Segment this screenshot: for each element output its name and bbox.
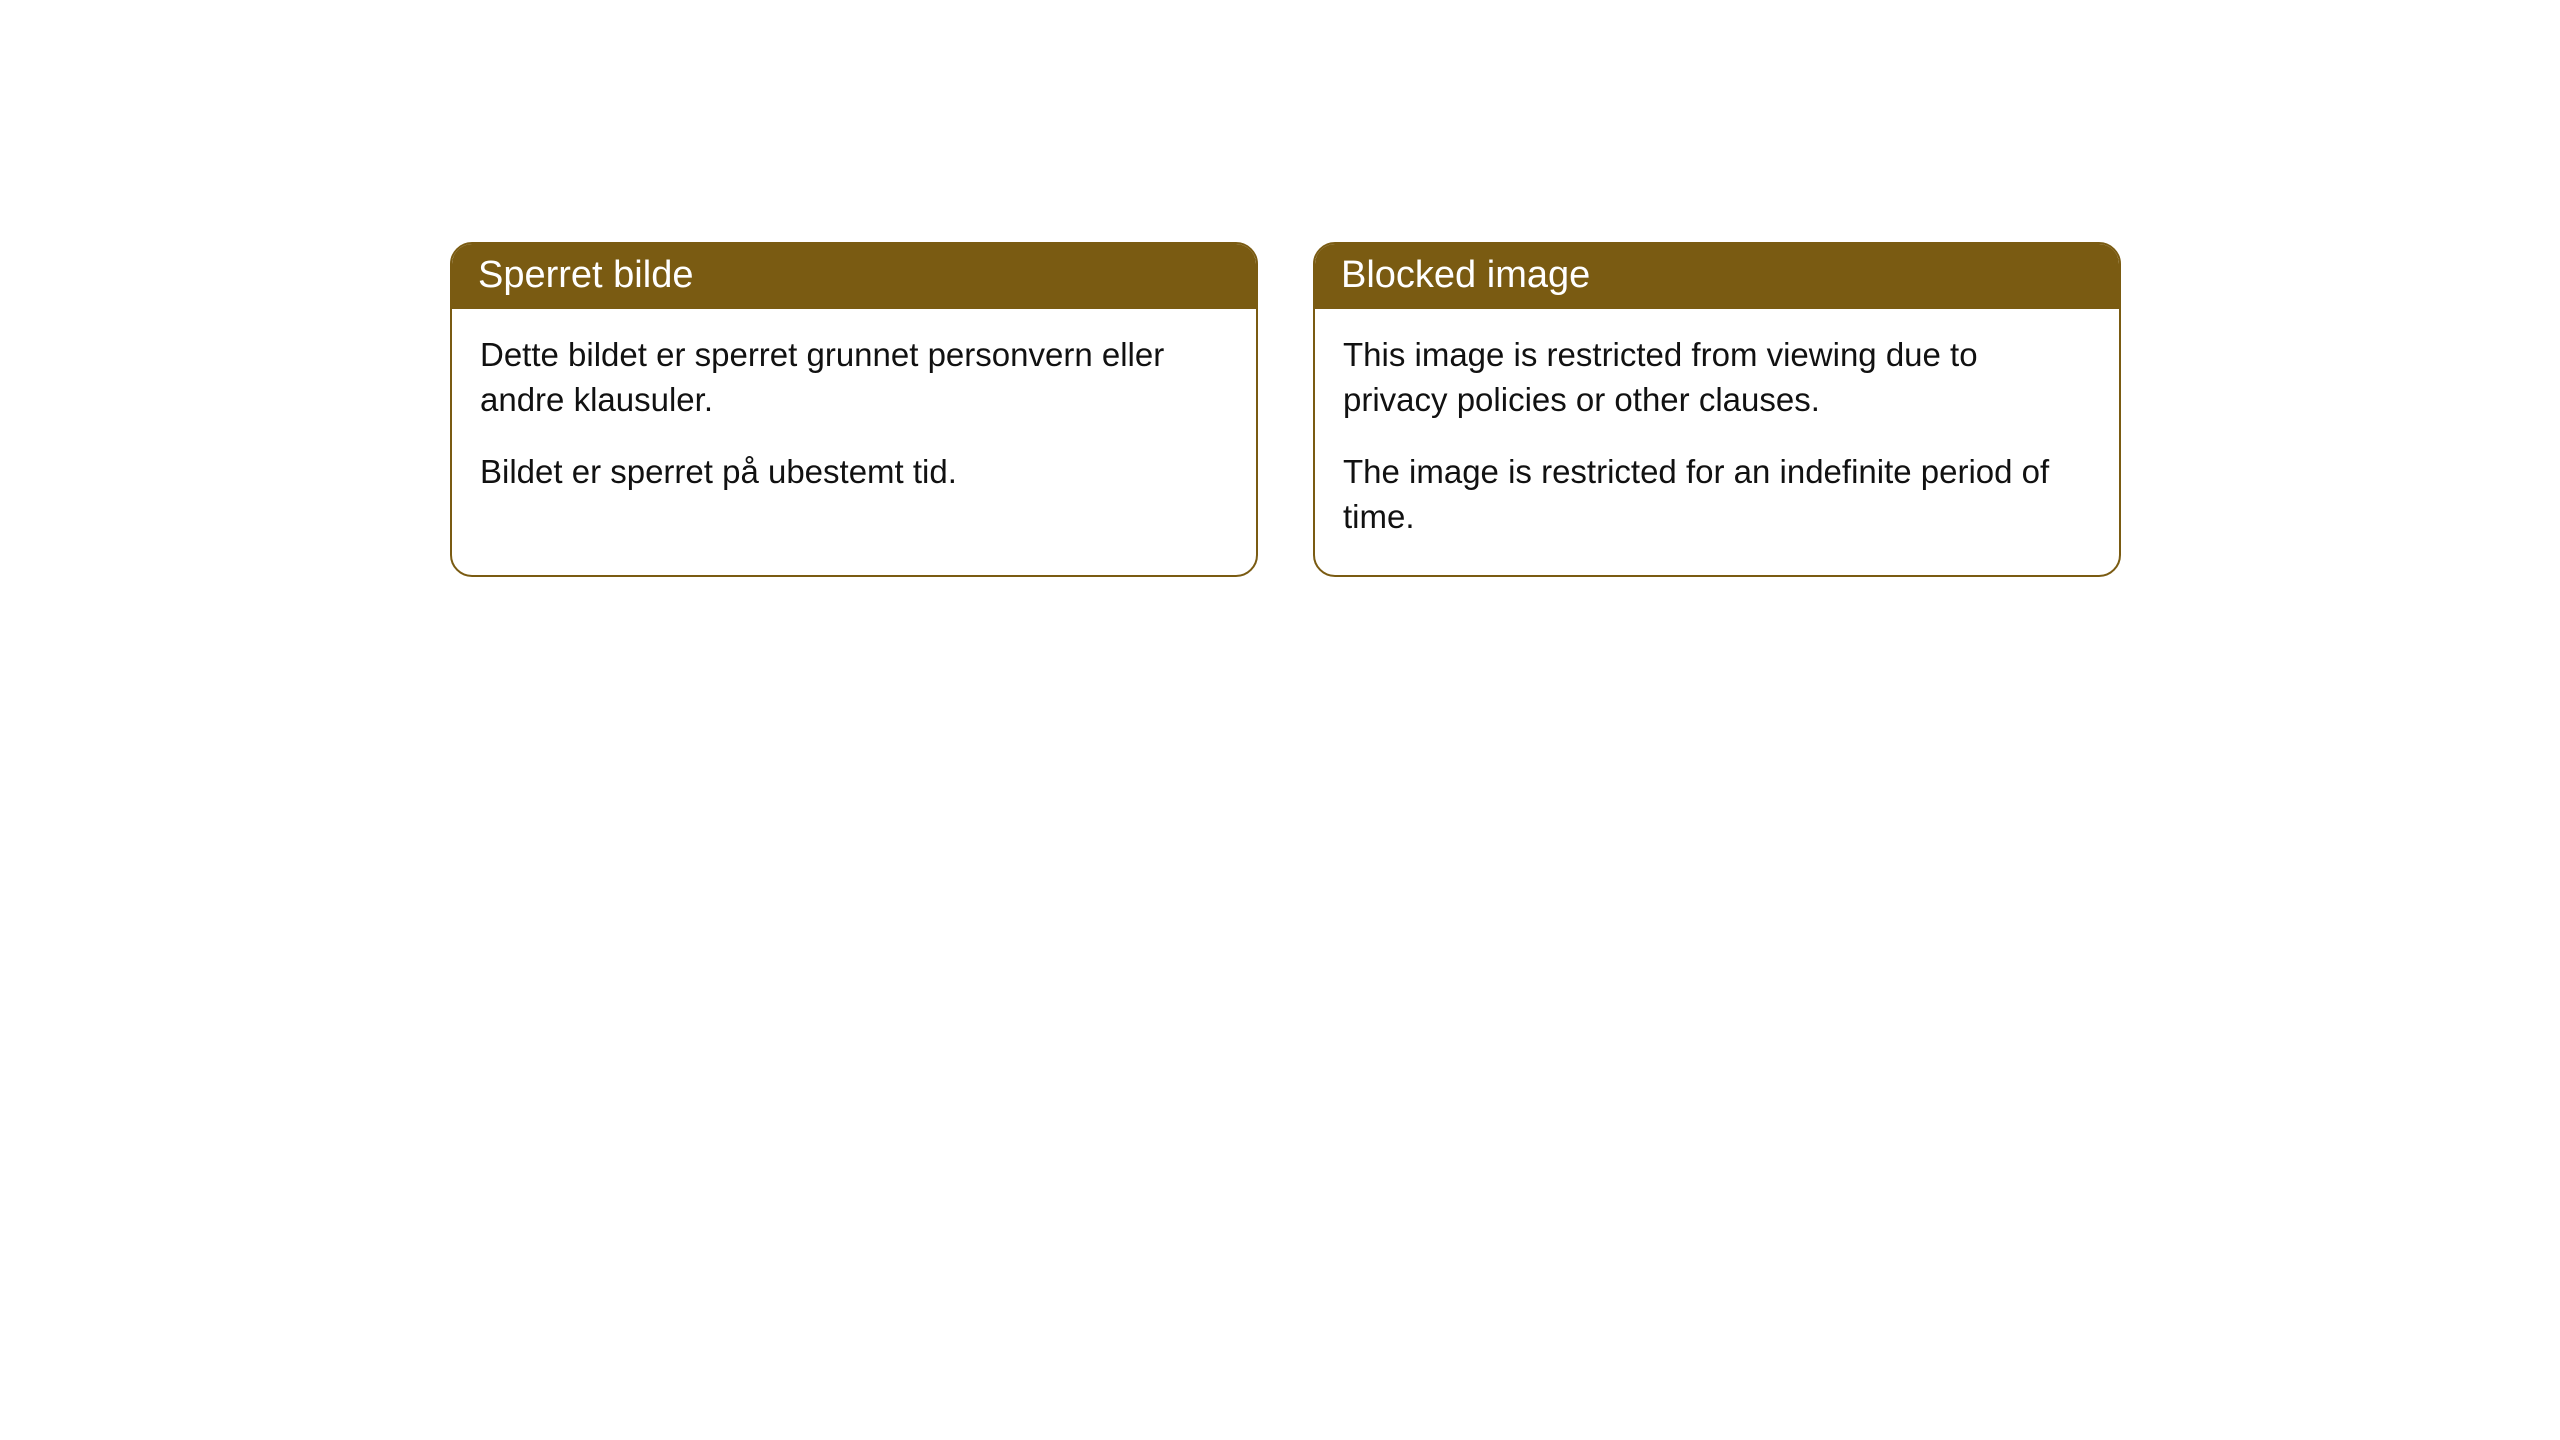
- notice-card-norwegian: Sperret bilde Dette bildet er sperret gr…: [450, 242, 1258, 577]
- card-paragraph: Dette bildet er sperret grunnet personve…: [480, 333, 1228, 422]
- card-header: Blocked image: [1315, 244, 2119, 309]
- card-body: This image is restricted from viewing du…: [1315, 309, 2119, 575]
- card-paragraph: Bildet er sperret på ubestemt tid.: [480, 450, 1228, 495]
- notice-cards-container: Sperret bilde Dette bildet er sperret gr…: [450, 242, 2121, 577]
- card-paragraph: The image is restricted for an indefinit…: [1343, 450, 2091, 539]
- card-paragraph: This image is restricted from viewing du…: [1343, 333, 2091, 422]
- card-body: Dette bildet er sperret grunnet personve…: [452, 309, 1256, 531]
- notice-card-english: Blocked image This image is restricted f…: [1313, 242, 2121, 577]
- card-header: Sperret bilde: [452, 244, 1256, 309]
